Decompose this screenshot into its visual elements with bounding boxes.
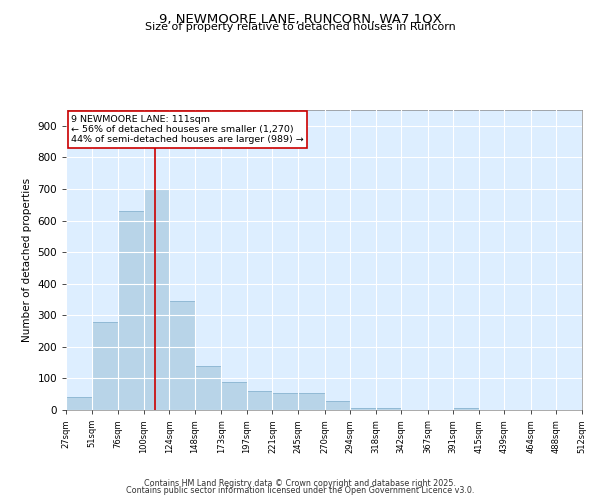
Bar [169, 301, 195, 410]
Bar [325, 400, 350, 410]
Text: 9, NEWMOORE LANE, RUNCORN, WA7 1QX: 9, NEWMOORE LANE, RUNCORN, WA7 1QX [158, 12, 442, 26]
Y-axis label: Number of detached properties: Number of detached properties [22, 178, 32, 342]
Bar [247, 391, 272, 410]
Bar [298, 392, 325, 410]
Bar [350, 408, 376, 410]
Text: 9 NEWMOORE LANE: 111sqm
← 56% of detached houses are smaller (1,270)
44% of semi: 9 NEWMOORE LANE: 111sqm ← 56% of detache… [71, 114, 304, 144]
Bar [221, 382, 247, 410]
Bar [453, 408, 479, 410]
Text: Contains HM Land Registry data © Crown copyright and database right 2025.: Contains HM Land Registry data © Crown c… [144, 478, 456, 488]
Bar [66, 398, 92, 410]
Bar [376, 408, 401, 410]
Bar [272, 392, 298, 410]
Bar [118, 211, 143, 410]
Text: Size of property relative to detached houses in Runcorn: Size of property relative to detached ho… [145, 22, 455, 32]
Bar [195, 366, 221, 410]
Bar [92, 322, 118, 410]
Text: Contains public sector information licensed under the Open Government Licence v3: Contains public sector information licen… [126, 486, 474, 495]
Bar [143, 189, 169, 410]
